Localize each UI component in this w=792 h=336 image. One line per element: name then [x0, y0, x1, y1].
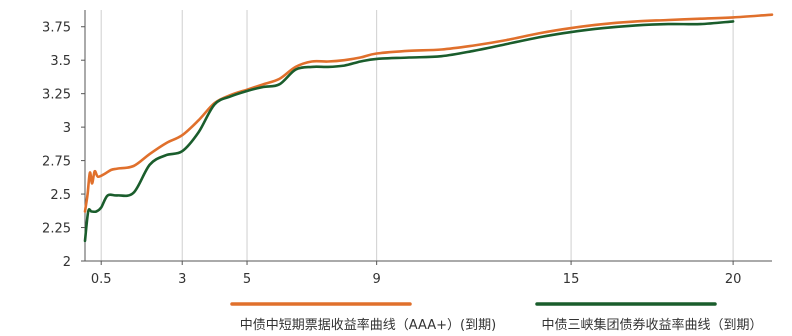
x-axis-ticks: 0.5 3 5 9 15 20 — [91, 261, 742, 287]
y-tick-label: 2.75 — [42, 155, 71, 170]
x-tick-label: 0.5 — [91, 272, 112, 287]
x-tick-label: 3 — [178, 272, 186, 287]
x-tick-label: 15 — [563, 272, 580, 287]
x-tick-label: 5 — [243, 272, 251, 287]
y-tick-label: 2 — [63, 255, 71, 270]
y-tick-label: 3.25 — [42, 88, 71, 103]
series-line-1 — [83, 20, 735, 243]
series-lines — [83, 13, 774, 243]
x-tick-label: 9 — [373, 272, 381, 287]
y-axis-ticks: 2 2.25 2.5 2.75 3 3.25 3.5 3.75 — [42, 21, 85, 270]
axes — [84, 10, 772, 262]
y-tick-label: 2.5 — [50, 188, 71, 203]
y-tick-label: 3.75 — [42, 21, 71, 36]
y-tick-label: 3.5 — [50, 54, 71, 69]
y-tick-label: 2.25 — [42, 222, 71, 237]
grid-lines — [100, 10, 734, 261]
series-line-0 — [83, 13, 774, 213]
legend-item-1[interactable]: 中债三峡集团债券收益率曲线（到期） — [535, 302, 763, 333]
legend-item-0[interactable]: 中债中短期票据收益率曲线（AAA+）(到期) — [230, 302, 496, 333]
legend-label: 中债中短期票据收益率曲线（AAA+）(到期) — [240, 317, 496, 333]
legend-label: 中债三峡集团债券收益率曲线（到期） — [541, 317, 762, 333]
legend: 中债中短期票据收益率曲线（AAA+）(到期) 中债三峡集团债券收益率曲线（到期） — [230, 302, 763, 333]
y-tick-label: 3 — [63, 121, 71, 136]
x-tick-label: 20 — [725, 272, 742, 287]
